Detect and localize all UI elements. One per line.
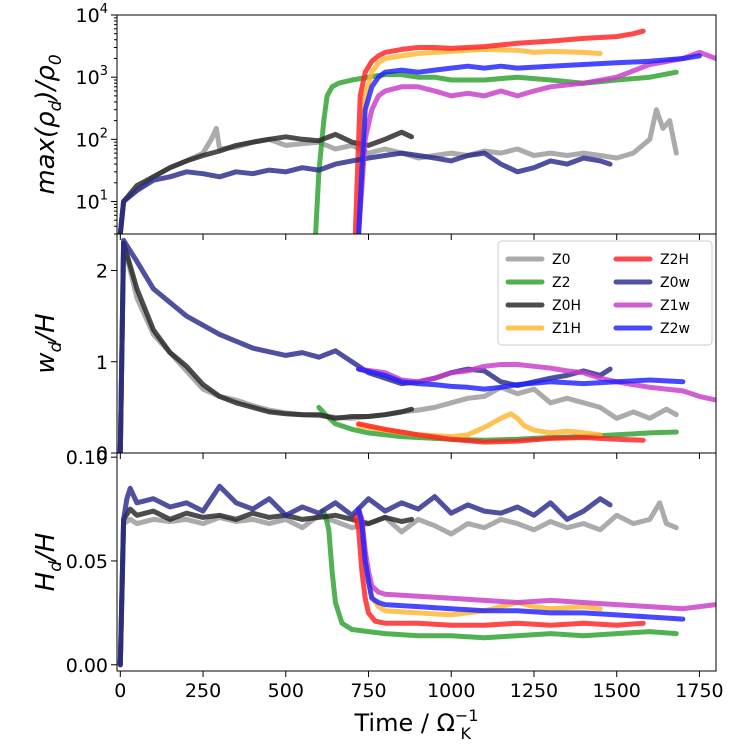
y-axis-label-w_d: wd/H <box>31 313 66 373</box>
series-line-max_rho-Z0 <box>117 107 679 234</box>
y-axis-label-max_rho: max(ρd)/ρ0 <box>31 54 66 194</box>
legend-label-Z2w: Z2w <box>660 321 690 337</box>
legend-frame <box>497 240 713 346</box>
x-tick-label-6: 1500 <box>593 680 641 702</box>
x-tick-label-0: 0 <box>114 680 126 702</box>
panel-H_d: 0.00 0.05 0.10 Hd/H <box>31 447 717 677</box>
legend-label-Z0w: Z0w <box>660 275 690 291</box>
series-line-H_d-Z0 <box>117 500 679 668</box>
x-axis: 0 250 500 750 1000 1250 1500 1750 Time / Ω−1 K <box>114 680 723 743</box>
y-tick-label-w_d-1: 1 <box>96 352 108 374</box>
x-tick-label-1: 250 <box>185 680 221 702</box>
series-line-max_rho-Z1w <box>356 49 716 234</box>
panel-w_d: 0 1 2 wd/H <box>31 233 717 465</box>
axes-frame-H_d <box>116 452 717 672</box>
x-tick-label-2: 500 <box>268 680 304 702</box>
y-tick-label-max_rho-0: 101 <box>76 188 108 213</box>
panel-max_rho: 101 102 103 104 max(ρd)/ρ0 <box>31 2 717 240</box>
y-tick-label-max_rho-1: 102 <box>76 126 108 151</box>
legend-label-Z1w: Z1w <box>660 298 690 314</box>
y-tick-label-H_d-1: 0.05 <box>66 551 108 573</box>
legend-label-Z0H: Z0H <box>552 298 581 314</box>
series-line-H_d-Z2H <box>352 512 646 628</box>
series-line-H_d-Z2w <box>356 506 686 622</box>
legend: Z0 Z2 Z0H Z1H Z2H Z0w Z1w Z2w <box>497 240 713 346</box>
legend-label-Z2: Z2 <box>552 275 571 291</box>
series-group-w_d <box>117 237 716 453</box>
legend-label-Z2H: Z2H <box>660 252 689 268</box>
series-line-w_d-Z2H <box>356 421 646 445</box>
x-axis-label: Time / Ω−1 K <box>353 706 478 743</box>
series-line-w_d-Z2w <box>356 366 686 392</box>
series-line-max_rho-Z2w <box>356 53 702 234</box>
legend-label-Z0: Z0 <box>552 252 571 268</box>
legend-label-Z1H: Z1H <box>552 321 581 337</box>
panels-group: 101 102 103 104 max(ρd)/ρ0 0 1 2 wd/H 0.00 0.05 0.1… <box>31 2 717 677</box>
series-group-H_d <box>117 483 716 668</box>
x-tick-label-7: 1750 <box>675 680 723 702</box>
y-axis-label-H_d: Hd/H <box>31 533 66 592</box>
x-tick-label-5: 1250 <box>510 680 558 702</box>
x-tick-label-3: 750 <box>350 680 386 702</box>
series-line-H_d-Z0w <box>117 483 613 668</box>
y-tick-label-H_d-0: 0.00 <box>66 655 108 677</box>
series-line-w_d-Z0H <box>117 240 414 453</box>
y-tick-label-max_rho-2: 103 <box>76 64 108 89</box>
series-line-w_d-Z2 <box>316 404 679 443</box>
y-tick-label-H_d-2: 0.10 <box>66 447 108 469</box>
y-tick-label-max_rho-3: 104 <box>76 2 108 27</box>
series-line-H_d-Z2 <box>319 508 679 641</box>
x-tick-label-4: 1000 <box>427 680 475 702</box>
series-line-max_rho-Z1H <box>356 46 603 234</box>
series-line-max_rho-Z2H <box>352 28 646 234</box>
y-tick-label-w_d-0: 0 <box>96 443 108 465</box>
series-group-max_rho <box>117 28 716 234</box>
series-line-w_d-Z1w <box>356 362 716 403</box>
series-line-max_rho-Z0H <box>117 129 414 234</box>
y-tick-label-w_d-2: 2 <box>96 261 108 283</box>
